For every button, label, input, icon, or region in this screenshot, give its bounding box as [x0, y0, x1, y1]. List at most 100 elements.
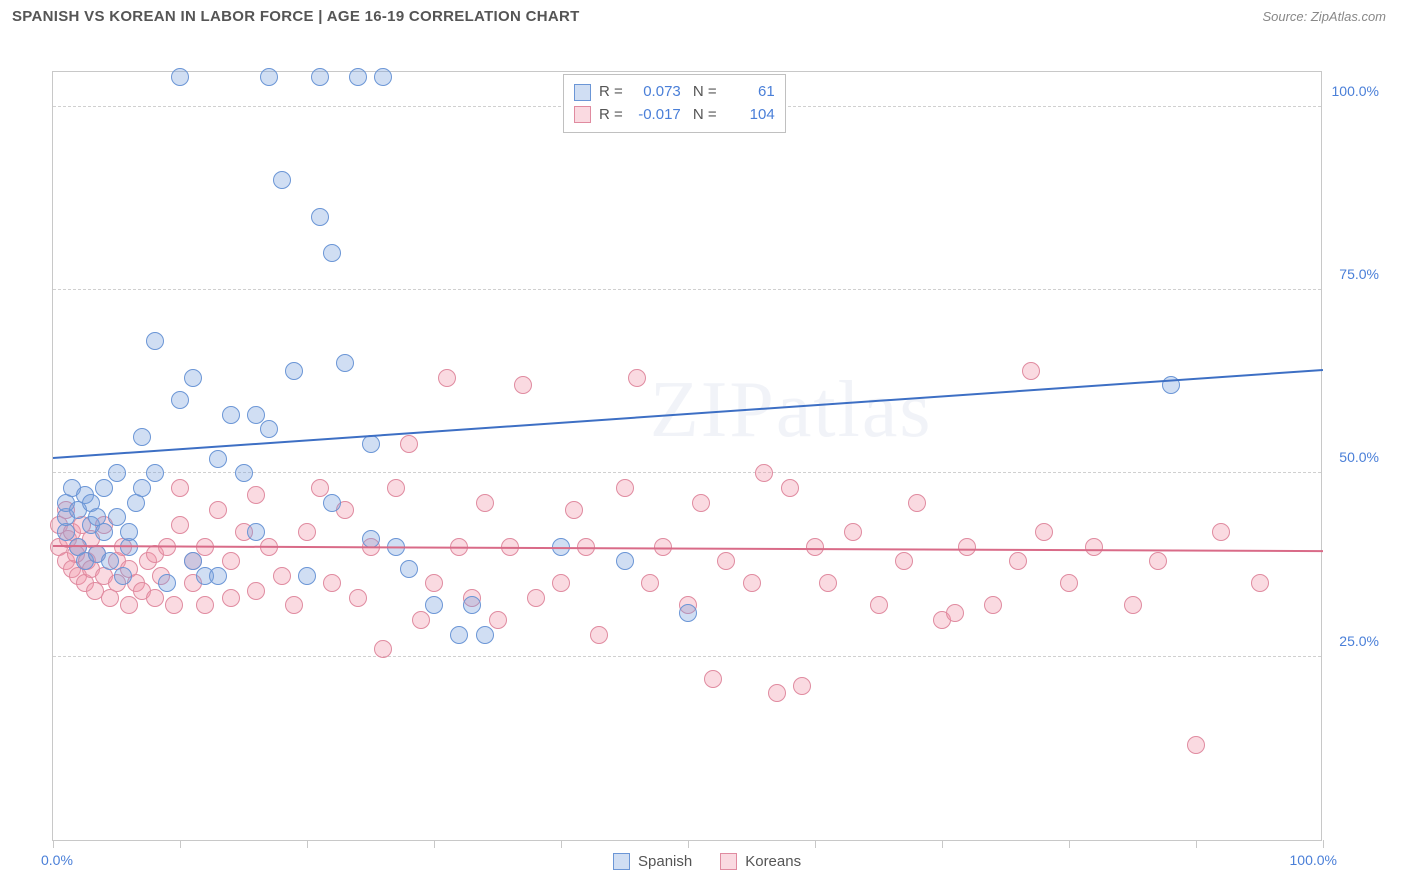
scatter-point — [222, 552, 240, 570]
scatter-point — [273, 171, 291, 189]
scatter-point — [552, 574, 570, 592]
scatter-point — [768, 684, 786, 702]
scatter-point — [95, 479, 113, 497]
scatter-point — [565, 501, 583, 519]
scatter-point — [1085, 538, 1103, 556]
scatter-point — [209, 567, 227, 585]
scatter-point — [285, 362, 303, 380]
scatter-point — [171, 516, 189, 534]
x-last-label: 100.0% — [1290, 852, 1337, 868]
x-tick — [180, 840, 181, 848]
scatter-point — [908, 494, 926, 512]
gridline — [53, 656, 1321, 657]
chart-title: SPANISH VS KOREAN IN LABOR FORCE | AGE 1… — [12, 8, 580, 25]
scatter-point — [400, 435, 418, 453]
stat-n-label: N = — [689, 81, 717, 104]
scatter-point — [114, 567, 132, 585]
scatter-point — [984, 596, 1002, 614]
scatter-point — [146, 332, 164, 350]
scatter-point — [425, 596, 443, 614]
legend-swatch — [574, 106, 591, 123]
scatter-point — [679, 604, 697, 622]
scatter-point — [101, 552, 119, 570]
scatter-point — [336, 354, 354, 372]
scatter-point — [120, 596, 138, 614]
scatter-point — [1060, 574, 1078, 592]
scatter-point — [400, 560, 418, 578]
scatter-point — [158, 574, 176, 592]
stats-legend: R = 0.073 N = 61R = -0.017 N = 104 — [563, 74, 786, 133]
scatter-point — [165, 596, 183, 614]
scatter-point — [1212, 523, 1230, 541]
scatter-point — [1124, 596, 1142, 614]
scatter-point — [298, 567, 316, 585]
scatter-point — [438, 369, 456, 387]
stat-n-label: N = — [689, 104, 717, 127]
scatter-point — [184, 552, 202, 570]
x-tick — [815, 840, 816, 848]
x-tick — [1069, 840, 1070, 848]
scatter-point — [781, 479, 799, 497]
scatter-point — [616, 479, 634, 497]
scatter-point — [704, 670, 722, 688]
stat-r-label: R = — [599, 104, 623, 127]
scatter-point — [692, 494, 710, 512]
legend-swatch — [574, 84, 591, 101]
scatter-point — [806, 538, 824, 556]
scatter-point — [247, 406, 265, 424]
legend-item: Spanish — [613, 853, 692, 870]
scatter-point — [946, 604, 964, 622]
scatter-point — [387, 479, 405, 497]
scatter-point — [1149, 552, 1167, 570]
scatter-point — [489, 611, 507, 629]
scatter-point — [450, 626, 468, 644]
scatter-point — [1035, 523, 1053, 541]
scatter-point — [120, 523, 138, 541]
x-tick — [561, 840, 562, 848]
stats-row: R = -0.017 N = 104 — [574, 104, 775, 127]
scatter-point — [349, 68, 367, 86]
scatter-point — [133, 428, 151, 446]
scatter-point — [1009, 552, 1027, 570]
scatter-point — [870, 596, 888, 614]
scatter-point — [527, 589, 545, 607]
scatter-point — [311, 208, 329, 226]
scatter-point — [819, 574, 837, 592]
scatter-point — [260, 68, 278, 86]
x-tick — [1196, 840, 1197, 848]
stat-n-value: 61 — [725, 81, 775, 104]
scatter-point — [895, 552, 913, 570]
scatter-point — [844, 523, 862, 541]
stat-n-value: 104 — [725, 104, 775, 127]
y-tick-label: 25.0% — [1339, 633, 1379, 649]
scatter-point — [743, 574, 761, 592]
scatter-point — [209, 450, 227, 468]
trend-line — [53, 369, 1323, 459]
scatter-point — [196, 596, 214, 614]
gridline — [53, 289, 1321, 290]
scatter-point — [171, 391, 189, 409]
scatter-point — [958, 538, 976, 556]
scatter-point — [209, 501, 227, 519]
stat-r-value: 0.073 — [631, 81, 681, 104]
scatter-point — [273, 567, 291, 585]
scatter-point — [793, 677, 811, 695]
scatter-point — [1187, 736, 1205, 754]
y-tick-label: 50.0% — [1339, 449, 1379, 465]
scatter-point — [108, 508, 126, 526]
stats-row: R =0.073 N =61 — [574, 81, 775, 104]
x-first-label: 0.0% — [41, 852, 73, 868]
legend-swatch — [613, 853, 630, 870]
legend-item: Koreans — [720, 853, 801, 870]
stat-r-value: -0.017 — [631, 104, 681, 127]
scatter-point — [412, 611, 430, 629]
scatter-point — [425, 574, 443, 592]
scatter-point — [146, 589, 164, 607]
scatter-point — [247, 486, 265, 504]
scatter-point — [323, 244, 341, 262]
y-tick-label: 100.0% — [1332, 83, 1379, 99]
scatter-point — [717, 552, 735, 570]
scatter-point — [108, 464, 126, 482]
x-tick — [53, 840, 54, 848]
scatter-point — [222, 406, 240, 424]
